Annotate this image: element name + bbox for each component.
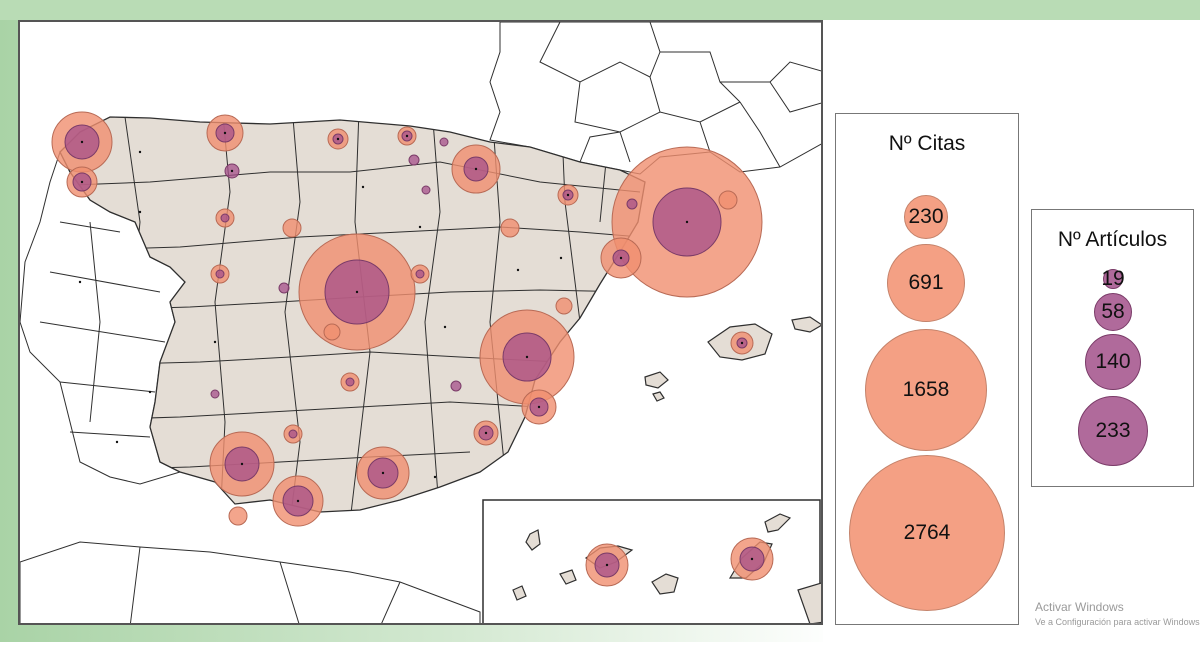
legend-articulos-140: 140 — [1085, 334, 1141, 390]
articulos-bubble — [626, 198, 638, 210]
map-frame — [18, 20, 823, 625]
articulos-bubble — [450, 380, 462, 392]
province-centroids — [78, 131, 754, 567]
legend-articulos-233: 233 — [1078, 396, 1148, 466]
legend-articulos-58: 58 — [1094, 293, 1132, 331]
articulos-bubble — [288, 429, 298, 439]
articulos-bubble — [421, 185, 431, 195]
top-border-strip — [0, 0, 1200, 20]
citas-bubble — [718, 190, 738, 210]
citas-bubble — [555, 297, 573, 315]
legend-citas-230: 230 — [904, 195, 948, 239]
citas-bubble — [228, 506, 248, 526]
legend-articulos-19: 19 — [1101, 267, 1125, 290]
legend-citas: Nº Citas 230 691 1658 2764 — [835, 113, 1019, 625]
watermark-subtitle: Ve a Configuración para activar Windows — [1035, 617, 1200, 627]
france-land — [489, 22, 821, 175]
citas-bubble — [323, 323, 341, 341]
africa-land — [20, 541, 481, 623]
articulos-bubble — [220, 213, 230, 223]
citas-bubble — [282, 218, 302, 238]
articulos-bubble — [278, 282, 290, 294]
articulos-bubble — [408, 154, 420, 166]
articulos-bubble — [215, 269, 225, 279]
articulos-bubble — [345, 377, 355, 387]
citas-bubble — [500, 218, 520, 238]
articulos-bubble — [439, 137, 449, 147]
activation-watermark: Activar Windows Ve a Configuración para … — [1035, 600, 1200, 627]
legend-citas-2764: 2764 — [849, 455, 1005, 611]
articulos-bubble — [210, 389, 220, 399]
bottom-border-strip — [0, 642, 1200, 650]
balearic-islands — [644, 316, 821, 402]
legend-citas-1658: 1658 — [865, 329, 987, 451]
legend-citas-691: 691 — [887, 244, 965, 322]
legend-citas-title: Nº Citas — [888, 132, 966, 155]
map-svg — [20, 22, 821, 623]
legend-articulos-title: Nº Artículos — [1057, 228, 1168, 251]
watermark-title: Activar Windows — [1035, 600, 1124, 614]
articulos-bubble — [415, 269, 425, 279]
legend-articulos: Nº Artículos 19 58 140 233 — [1031, 209, 1194, 487]
